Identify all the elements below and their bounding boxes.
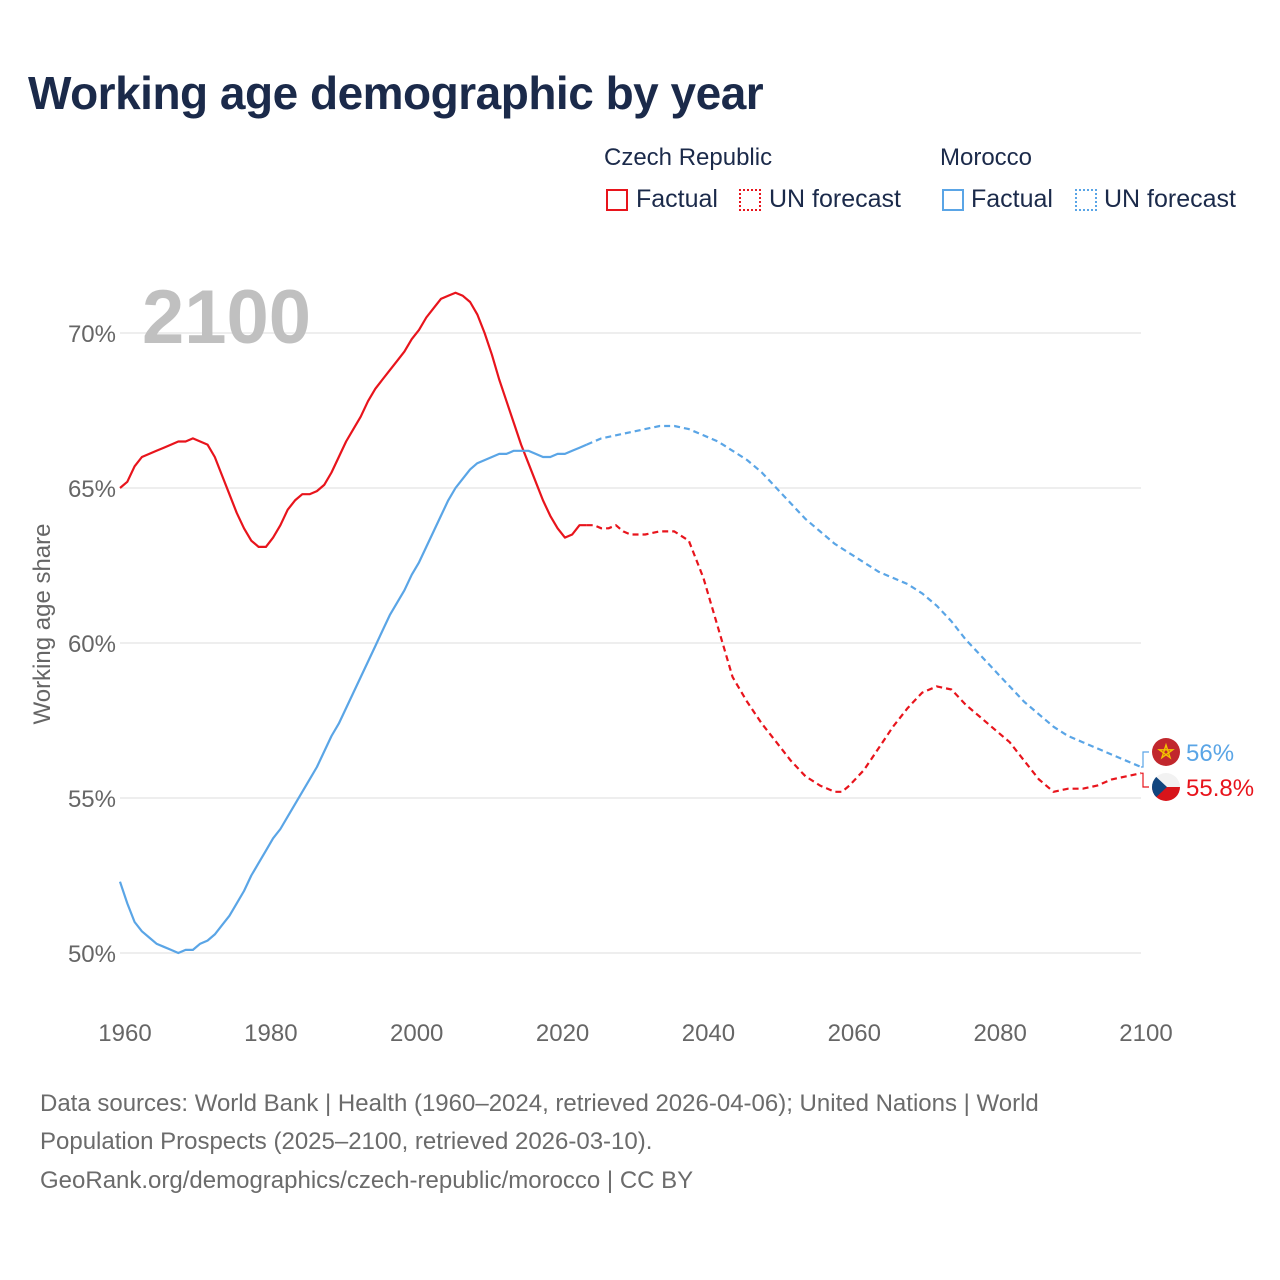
legend-label-czech-forecast[interactable]: UN forecast <box>769 185 901 213</box>
end-label-morocco: 56% <box>1186 740 1234 767</box>
x-tick-label: 2080 <box>973 1020 1026 1047</box>
x-tick-label: 1980 <box>244 1020 297 1047</box>
y-tick-label: 70% <box>68 321 116 348</box>
y-tick-label: 55% <box>68 786 116 813</box>
series-line-czech-factual[interactable] <box>119 291 587 548</box>
y-axis-label: Working age share <box>29 524 56 725</box>
legend-swatch-morocco-forecast[interactable] <box>1075 189 1097 211</box>
x-tick-label: 2100 <box>1119 1020 1172 1047</box>
legend-label-morocco-factual[interactable]: Factual <box>971 185 1053 213</box>
series-line-morocco-factual[interactable] <box>118 443 588 955</box>
legend-label-morocco-forecast[interactable]: UN forecast <box>1104 185 1236 213</box>
year-overlay: 2100 <box>142 275 311 360</box>
legend-label-czech-factual[interactable]: Factual <box>636 185 718 213</box>
legend-group-morocco: Morocco <box>940 144 1033 171</box>
y-tick-label: 60% <box>68 631 116 658</box>
source-line-2: Population Prospects (2025–2100, retriev… <box>40 1128 653 1155</box>
legend-swatch-morocco-factual[interactable] <box>942 189 964 211</box>
morocco-flag-icon <box>1152 738 1180 766</box>
chart-plot: 2100 Working age share 50% 55% 60% 65% 70% 1… <box>29 275 1254 1047</box>
y-tick-label: 50% <box>68 941 116 968</box>
end-leader-czech <box>1141 772 1149 788</box>
legend-swatch-czech-forecast[interactable] <box>739 189 761 211</box>
end-label-czech: 55.8% <box>1186 775 1254 802</box>
legend-swatch-czech-factual[interactable] <box>606 189 628 211</box>
czech-flag-icon <box>1152 773 1180 801</box>
series-line-morocco-forecast[interactable] <box>586 424 1142 769</box>
source-line-1: Data sources: World Bank | Health (1960–… <box>40 1090 1039 1117</box>
x-tick-label: 2060 <box>828 1020 881 1047</box>
chart-title: Working age demographic by year <box>28 67 764 119</box>
series-line-czech-forecast[interactable] <box>586 524 1142 793</box>
x-tick-label: 1960 <box>98 1020 151 1047</box>
legend-group-czech: Czech Republic <box>604 144 773 171</box>
x-tick-label: 2040 <box>682 1020 735 1047</box>
y-tick-label: 65% <box>68 476 116 503</box>
x-tick-label: 2000 <box>390 1020 443 1047</box>
end-leader-morocco <box>1141 751 1149 768</box>
source-line-3[interactable]: GeoRank.org/demographics/czech-republic/… <box>40 1167 694 1194</box>
x-tick-label: 2020 <box>536 1020 589 1047</box>
